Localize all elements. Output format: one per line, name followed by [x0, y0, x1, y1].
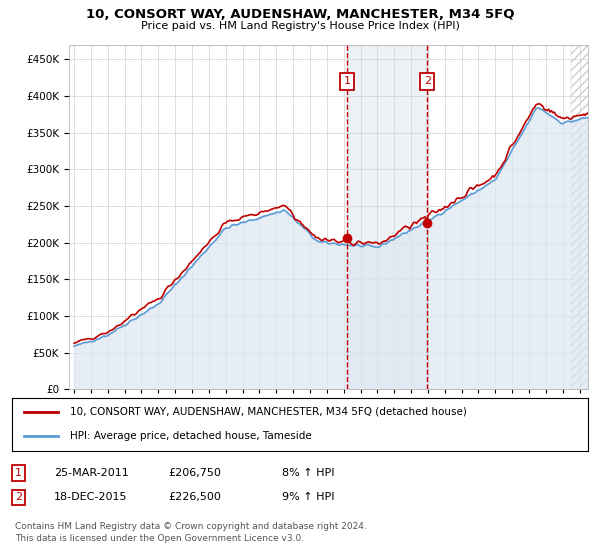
Text: 2: 2: [15, 492, 22, 502]
Text: Price paid vs. HM Land Registry's House Price Index (HPI): Price paid vs. HM Land Registry's House …: [140, 21, 460, 31]
Text: 18-DEC-2015: 18-DEC-2015: [54, 492, 128, 502]
Text: 10, CONSORT WAY, AUDENSHAW, MANCHESTER, M34 5FQ (detached house): 10, CONSORT WAY, AUDENSHAW, MANCHESTER, …: [70, 407, 466, 417]
Text: 9% ↑ HPI: 9% ↑ HPI: [282, 492, 335, 502]
Text: 25-MAR-2011: 25-MAR-2011: [54, 468, 129, 478]
Text: 1: 1: [15, 468, 22, 478]
Text: This data is licensed under the Open Government Licence v3.0.: This data is licensed under the Open Gov…: [15, 534, 304, 543]
Text: 1: 1: [344, 76, 350, 86]
Text: Contains HM Land Registry data © Crown copyright and database right 2024.: Contains HM Land Registry data © Crown c…: [15, 522, 367, 531]
Text: 8% ↑ HPI: 8% ↑ HPI: [282, 468, 335, 478]
Text: £226,500: £226,500: [168, 492, 221, 502]
Text: HPI: Average price, detached house, Tameside: HPI: Average price, detached house, Tame…: [70, 431, 311, 441]
Text: 10, CONSORT WAY, AUDENSHAW, MANCHESTER, M34 5FQ: 10, CONSORT WAY, AUDENSHAW, MANCHESTER, …: [86, 8, 514, 21]
Text: £206,750: £206,750: [168, 468, 221, 478]
Text: 2: 2: [424, 76, 431, 86]
